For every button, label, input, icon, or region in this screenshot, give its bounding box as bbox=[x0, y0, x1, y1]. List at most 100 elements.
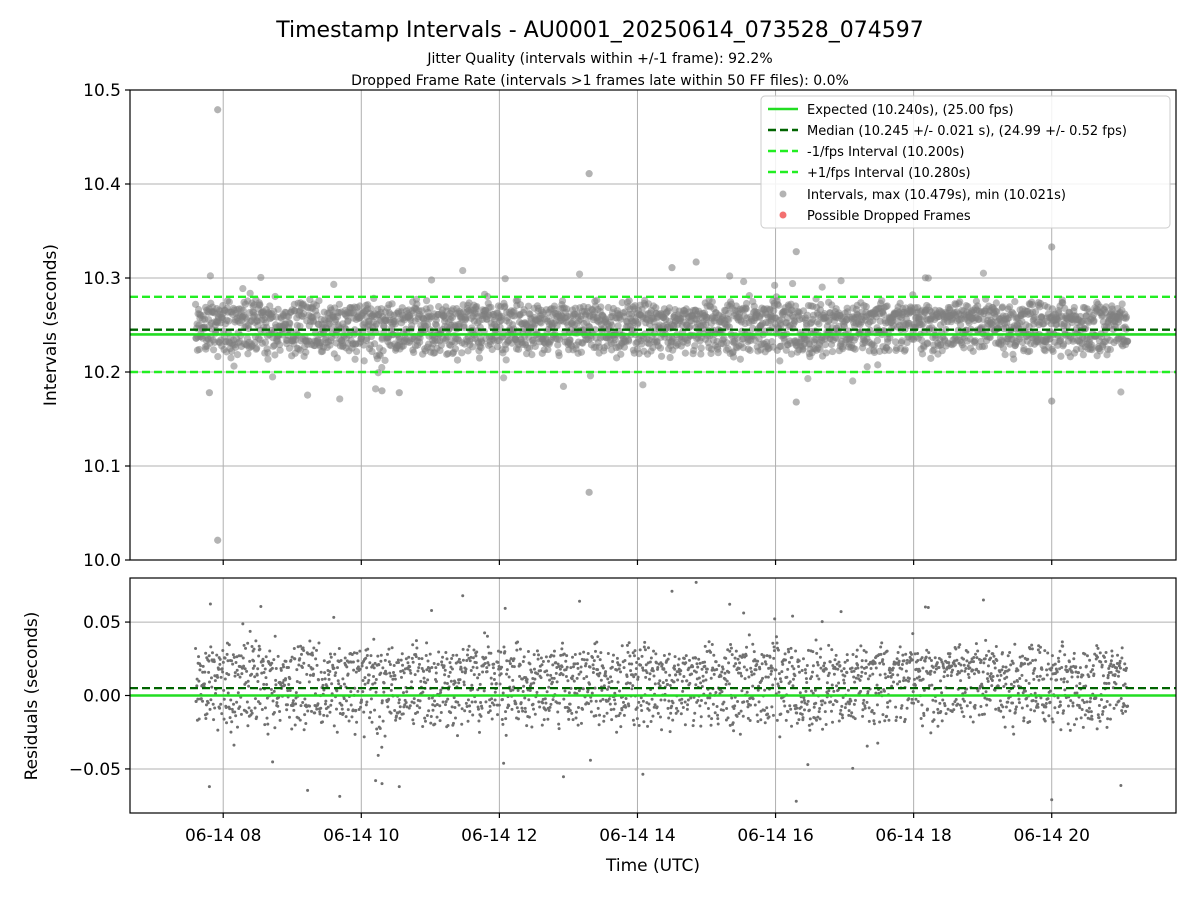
residual-point bbox=[235, 700, 239, 704]
residual-point bbox=[253, 697, 257, 701]
residual-point bbox=[592, 667, 596, 671]
residual-point bbox=[443, 681, 447, 685]
residual-point bbox=[514, 702, 518, 706]
interval-point bbox=[1117, 388, 1125, 396]
interval-point bbox=[206, 272, 215, 280]
residual-point bbox=[751, 697, 755, 701]
residual-point bbox=[435, 715, 439, 719]
interval-point bbox=[956, 298, 964, 306]
residual-point bbox=[546, 673, 550, 677]
residual-point bbox=[476, 676, 480, 680]
residual-point bbox=[327, 673, 331, 677]
residual-point bbox=[303, 713, 307, 717]
residual-point bbox=[728, 602, 732, 606]
residual-point bbox=[543, 697, 547, 701]
residual-point bbox=[498, 682, 502, 686]
interval-point bbox=[878, 297, 886, 305]
residual-point bbox=[704, 701, 708, 705]
residual-point bbox=[560, 665, 564, 669]
interval-point bbox=[666, 353, 674, 362]
residual-point bbox=[302, 661, 306, 665]
residual-point bbox=[493, 698, 497, 702]
residual-point bbox=[565, 665, 569, 669]
residual-point bbox=[911, 632, 915, 636]
residual-point bbox=[821, 727, 825, 731]
residual-point bbox=[266, 722, 270, 726]
residual-point bbox=[611, 660, 615, 664]
residual-point bbox=[740, 689, 744, 693]
residual-point bbox=[408, 668, 412, 672]
residual-point bbox=[493, 690, 497, 694]
residual-point bbox=[218, 657, 222, 661]
residual-point bbox=[604, 670, 608, 674]
residual-point bbox=[372, 675, 376, 679]
residual-point bbox=[531, 702, 535, 706]
residual-point bbox=[578, 652, 582, 656]
residual-point bbox=[221, 660, 225, 664]
residual-point bbox=[411, 643, 415, 647]
residual-point bbox=[635, 706, 639, 710]
residual-point bbox=[964, 666, 968, 670]
residual-point bbox=[570, 677, 574, 681]
residual-point bbox=[389, 674, 393, 678]
residual-point bbox=[605, 711, 609, 715]
residual-point bbox=[962, 663, 966, 667]
residual-point bbox=[827, 689, 831, 693]
residual-point bbox=[622, 666, 626, 670]
residual-point bbox=[367, 678, 371, 682]
residual-point bbox=[911, 690, 915, 694]
residual-point bbox=[301, 700, 305, 704]
interval-point bbox=[244, 324, 253, 333]
residual-point bbox=[536, 653, 540, 657]
residual-point bbox=[1005, 675, 1009, 679]
residual-point bbox=[203, 670, 207, 674]
residual-point bbox=[808, 717, 812, 721]
residual-point bbox=[499, 672, 503, 676]
interval-point bbox=[502, 356, 510, 364]
residual-point bbox=[851, 766, 855, 770]
residual-point bbox=[951, 668, 955, 672]
interval-point bbox=[818, 283, 826, 291]
legend: Expected (10.240s), (25.00 fps) Median (… bbox=[760, 95, 1171, 229]
residual-point bbox=[860, 659, 864, 663]
residual-point bbox=[999, 709, 1003, 713]
residual-point bbox=[946, 707, 950, 711]
residual-point bbox=[381, 719, 385, 723]
residual-point bbox=[730, 696, 734, 700]
residual-point bbox=[1009, 682, 1013, 686]
residual-point bbox=[1006, 700, 1010, 704]
residual-point bbox=[766, 712, 770, 716]
residual-point bbox=[680, 679, 684, 683]
residual-point bbox=[745, 645, 749, 649]
residual-point bbox=[549, 702, 553, 706]
residual-point bbox=[218, 706, 222, 710]
residual-point bbox=[561, 673, 565, 677]
residual-point bbox=[887, 718, 891, 722]
residual-point bbox=[255, 715, 259, 719]
residual-point bbox=[853, 717, 857, 721]
interval-outlier-point bbox=[792, 398, 800, 406]
residual-point bbox=[401, 691, 405, 695]
residual-point bbox=[654, 661, 658, 665]
residual-point bbox=[451, 653, 455, 657]
residual-point bbox=[974, 652, 978, 656]
residual-point bbox=[195, 684, 199, 688]
residual-point bbox=[942, 666, 946, 670]
residual-point bbox=[968, 666, 972, 670]
residual-point bbox=[460, 707, 464, 711]
residual-point bbox=[810, 722, 814, 726]
residual-point bbox=[365, 666, 369, 670]
residual-point bbox=[234, 714, 238, 718]
interval-point bbox=[608, 321, 616, 329]
residual-point bbox=[835, 684, 839, 688]
interval-point bbox=[488, 345, 496, 354]
residual-point bbox=[329, 655, 333, 659]
residual-point bbox=[661, 681, 665, 685]
interval-outlier-point bbox=[668, 264, 676, 272]
interval-point bbox=[1106, 345, 1115, 354]
interval-point bbox=[227, 354, 235, 362]
residual-point bbox=[248, 659, 252, 663]
residual-point bbox=[234, 660, 238, 664]
residual-point bbox=[585, 658, 589, 662]
